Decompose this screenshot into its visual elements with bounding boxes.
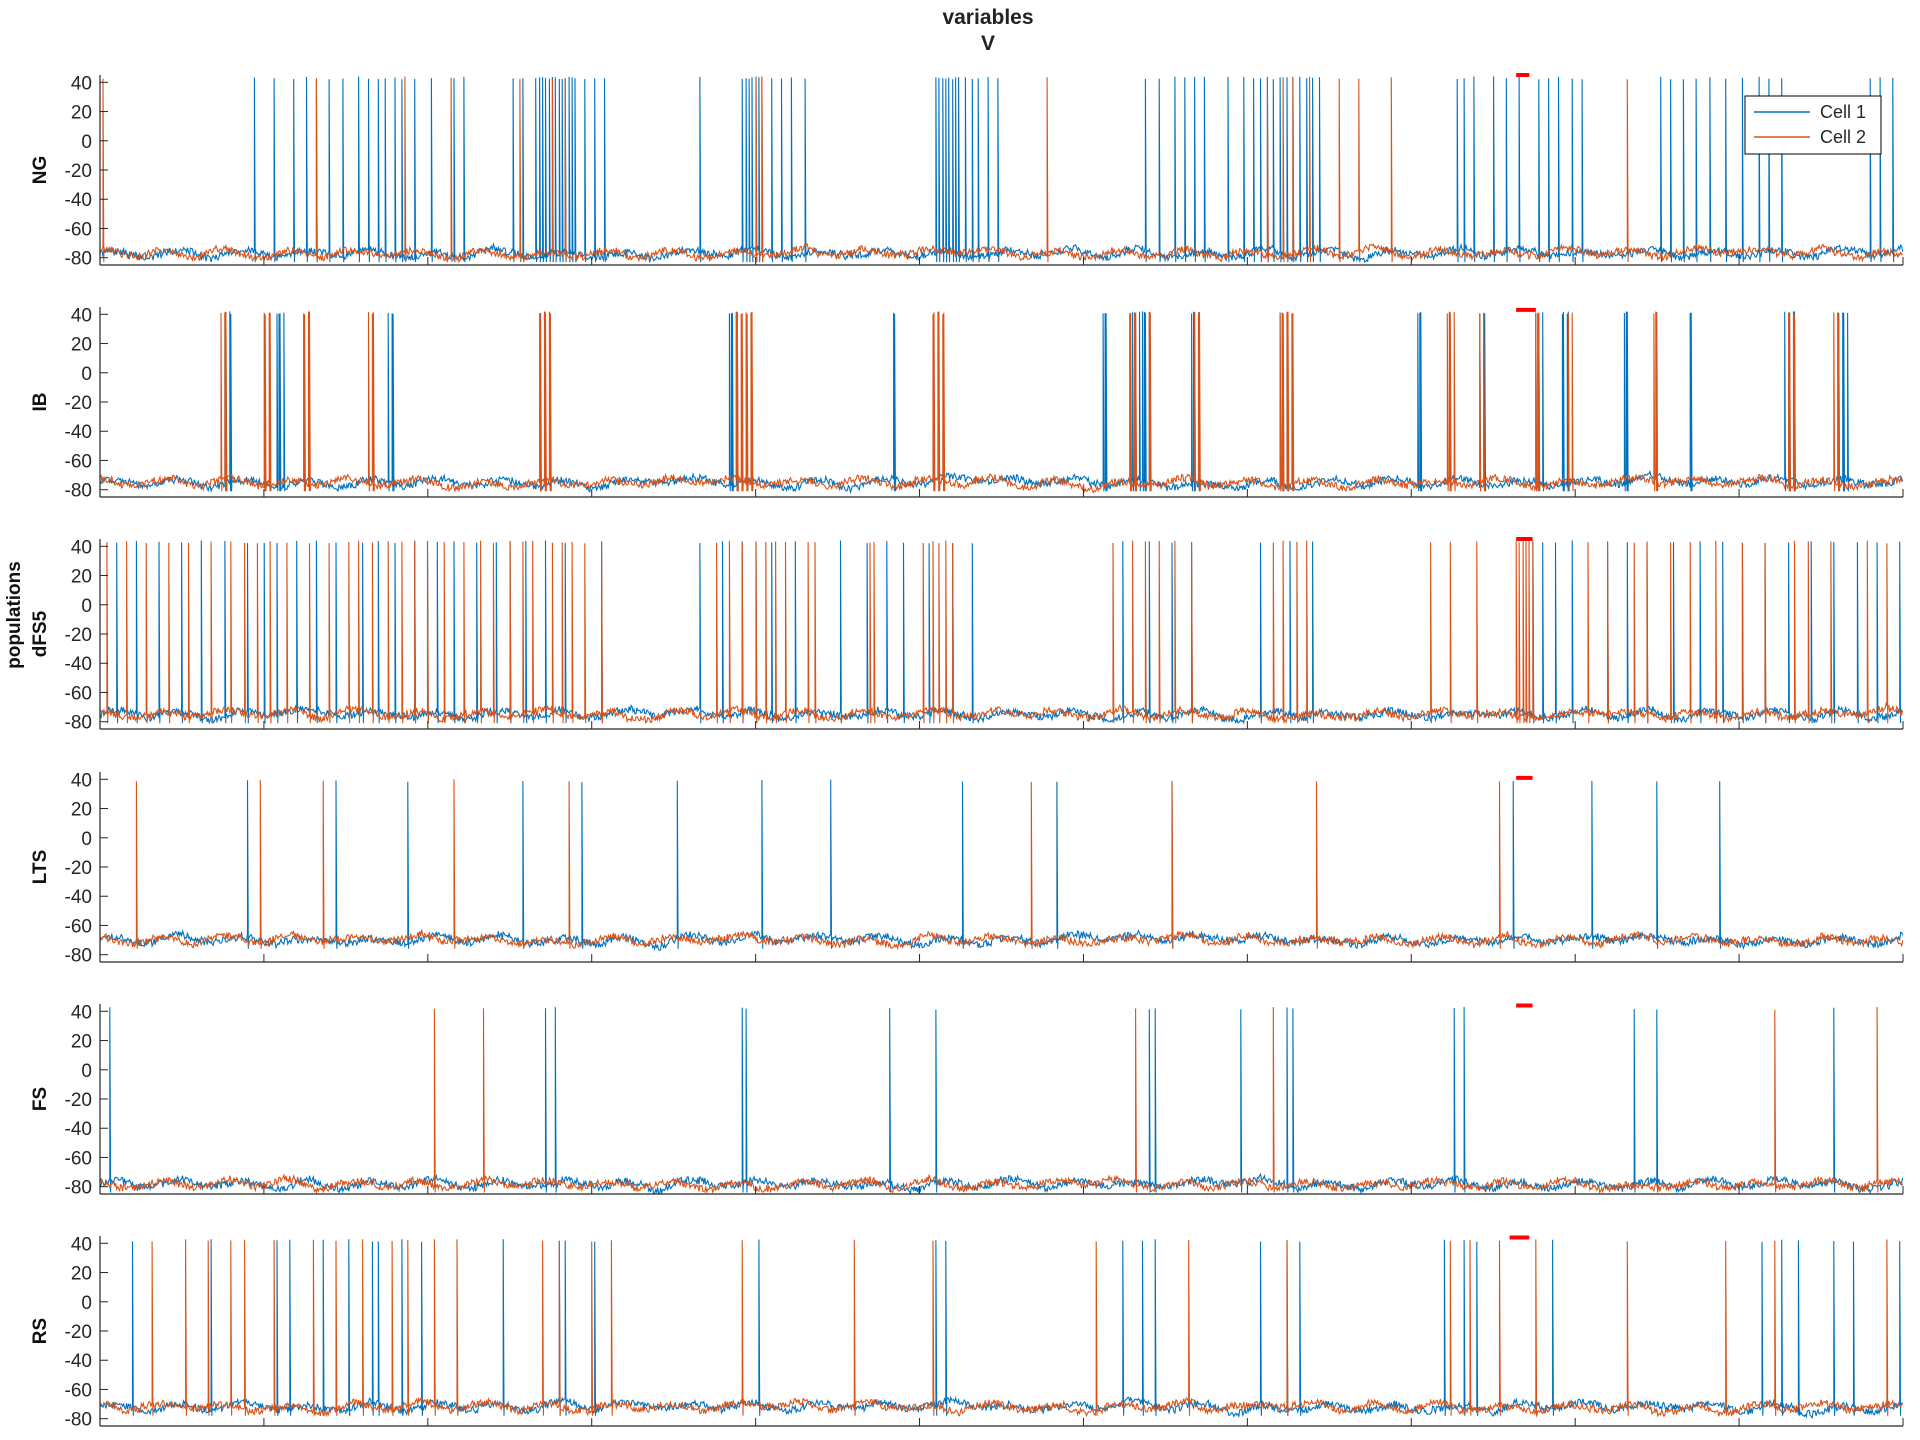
y-tick-label: 0 [81, 132, 92, 153]
trace-lts-cell1 [100, 779, 1903, 952]
y-tick-label: -20 [65, 1090, 92, 1111]
y-tick-label: -60 [65, 451, 92, 472]
panel-lts: 40 20 0 -20 -40 -60 -80 LTS [30, 770, 1904, 967]
x-tick-label: 1000 [407, 1438, 449, 1440]
trace-rs-cell1 [100, 1239, 1903, 1420]
y-tick-label: -40 [65, 1351, 92, 1372]
y-tick-label: -60 [65, 219, 92, 240]
trace-ng-cell2 [100, 76, 1903, 264]
y-tick-label: -80 [65, 946, 92, 967]
y-tick-label: -40 [65, 654, 92, 675]
x-tick-label: 1500 [571, 1438, 613, 1440]
x-tick-label: 4000 [1390, 1438, 1432, 1440]
y-tick-label: 0 [81, 1293, 92, 1314]
y-tick-label: -80 [65, 1410, 92, 1431]
y-tick-label: 40 [71, 770, 92, 791]
x-tick-label: 3000 [1062, 1438, 1104, 1440]
x-tick-label: 5500 [1882, 1438, 1920, 1440]
y-tick-label: -60 [65, 683, 92, 704]
y-tick-label: 40 [71, 1234, 92, 1255]
legend-box [1744, 95, 1882, 155]
y-tick-label: -60 [65, 1380, 92, 1401]
x-tick-label: 5000 [1718, 1438, 1760, 1440]
y-tick-label: -20 [65, 1322, 92, 1343]
panel-fs: 40 20 0 -20 -40 -60 -80 FS [30, 1002, 1904, 1199]
y-tick-label: -20 [65, 393, 92, 414]
chart-subtitle: V [981, 32, 995, 55]
trace-lts-cell2 [100, 779, 1903, 951]
y-tick-label: -80 [65, 481, 92, 502]
y-tick-label: 0 [81, 364, 92, 385]
trace-ib-cell2 [100, 311, 1903, 494]
x-tick-label: 2000 [734, 1438, 776, 1440]
y-tick-label: 20 [71, 800, 92, 821]
x-tick-label: 2500 [898, 1438, 940, 1440]
y-tick-label: 20 [71, 1032, 92, 1053]
legend-label-cell2: Cell 2 [1820, 127, 1866, 147]
y-tick-label: 0 [81, 596, 92, 617]
panel-ng: 40 20 0 -20 -40 -60 -80 NG [30, 73, 1904, 270]
y-tick-label: 40 [71, 537, 92, 558]
legend-label-cell1: Cell 1 [1820, 102, 1866, 122]
y-tick-label: -80 [65, 713, 92, 734]
ylabel-fs: FS [30, 1087, 51, 1111]
ylabel-dfs5: dFS5 [30, 610, 51, 657]
panels: 40200-20-40-60-80NG40200-20-40-60-80IB40… [30, 73, 1920, 1440]
y-tick-label: 20 [71, 567, 92, 588]
y-tick-label: -40 [65, 887, 92, 908]
ylabel-rs: RS [30, 1318, 51, 1344]
y-tick-label: 40 [71, 73, 92, 94]
x-tick-label: 4500 [1554, 1438, 1596, 1440]
outer-ylabel-populations: populations [4, 561, 25, 669]
y-tick-label: -40 [65, 190, 92, 211]
y-tick-label: -60 [65, 916, 92, 937]
y-tick-label: -40 [65, 422, 92, 443]
y-tick-label: -80 [65, 249, 92, 270]
trace-dfs5-cell2 [100, 540, 1903, 724]
ylabel-ib: IB [30, 393, 51, 412]
legend: Cell 1 Cell 2 [1744, 95, 1882, 155]
y-tick-label: 0 [81, 1061, 92, 1082]
y-tick-label: -20 [65, 161, 92, 182]
trace-rs-cell2 [100, 1239, 1903, 1418]
trace-dfs5-cell1 [100, 540, 1903, 725]
y-tick-label: -20 [65, 625, 92, 646]
y-tick-label: -80 [65, 1178, 92, 1199]
trace-ib-cell1 [100, 311, 1903, 495]
trace-fs-cell1 [100, 1006, 1903, 1196]
panel-dfs5: 40 20 0 -20 -40 -60 -80 dFS5 [30, 537, 1904, 734]
y-tick-label: -40 [65, 1119, 92, 1140]
x-tick-label: 500 [248, 1438, 280, 1440]
y-tick-label: 20 [71, 103, 92, 124]
y-tick-label: 40 [71, 1002, 92, 1023]
chart-title: variables [942, 6, 1033, 29]
y-tick-label: 20 [71, 1264, 92, 1285]
y-tick-label: 20 [71, 335, 92, 356]
ylabel-lts: LTS [30, 850, 51, 884]
y-tick-label: -20 [65, 858, 92, 879]
trace-fs-cell2 [100, 1006, 1903, 1195]
x-tick-label: 3500 [1226, 1438, 1268, 1440]
y-tick-label: 40 [71, 305, 92, 326]
panel-rs: 40 20 0 -20 -40 -60 -80 500 1000 1500 2000 2500 3000… [30, 1234, 1920, 1440]
y-tick-label: -60 [65, 1148, 92, 1169]
y-tick-label: 0 [81, 829, 92, 850]
trace-ng-cell1 [100, 76, 1903, 263]
ylabel-ng: NG [30, 156, 51, 185]
panel-ib: 40 20 0 -20 -40 -60 -80 IB [30, 305, 1904, 502]
